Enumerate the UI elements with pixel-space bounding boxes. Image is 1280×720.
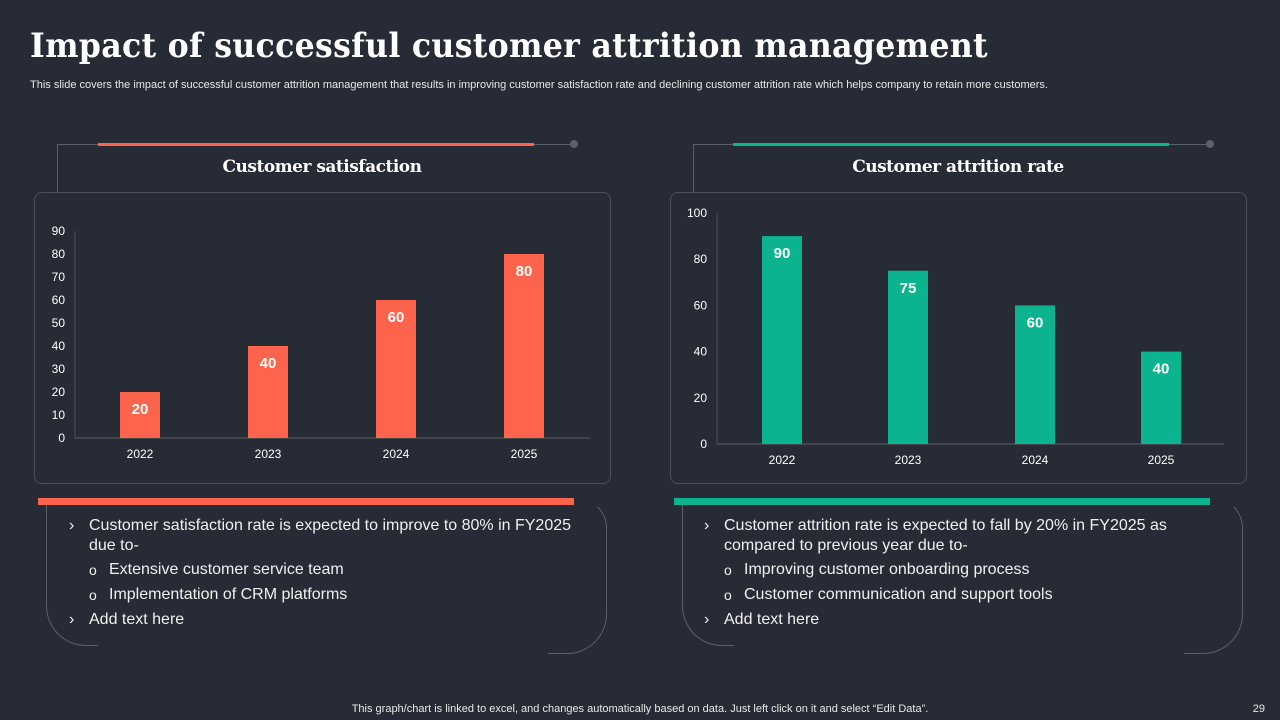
accent-bar <box>733 143 1169 146</box>
y-tick-label: 40 <box>694 345 708 359</box>
data-label: 40 <box>260 355 277 372</box>
page-subtitle: This slide covers the impact of successf… <box>30 79 1048 91</box>
chart-card <box>670 192 1247 484</box>
bar-2025 <box>504 254 544 438</box>
x-tick-label: 2023 <box>895 453 922 467</box>
data-label: 60 <box>1027 314 1044 331</box>
data-label: 75 <box>900 280 917 297</box>
accent-bar <box>674 498 1210 505</box>
y-tick-label: 10 <box>52 408 66 422</box>
bar-2022 <box>762 236 802 444</box>
attrition-chart[interactable]: 0 20 40 60 80 100 90 2022 75 2023 60 2024 40 2025 <box>640 0 1280 490</box>
y-tick-label: 100 <box>687 206 707 220</box>
y-tick-label: 80 <box>52 247 66 261</box>
data-label: 80 <box>516 263 533 280</box>
y-tick-label: 0 <box>58 431 65 445</box>
y-tick-label: 40 <box>52 339 66 353</box>
footer-note: This graph/chart is linked to excel, and… <box>351 703 929 715</box>
chart-title: Customer attrition rate <box>852 157 1064 177</box>
y-tick-label: 90 <box>52 224 66 238</box>
bar-2022 <box>120 392 160 438</box>
x-tick-label: 2022 <box>127 447 154 461</box>
accent-bar <box>98 143 534 146</box>
y-tick-label: 30 <box>52 362 66 376</box>
y-tick-label: 20 <box>694 391 708 405</box>
page-number: 29 <box>1252 703 1265 715</box>
y-tick-label: 20 <box>52 385 66 399</box>
chart-card <box>34 192 611 484</box>
bullet-item: Customer satisfaction rate is expected t… <box>69 516 589 556</box>
bar-2024 <box>376 300 416 438</box>
y-tick-label: 70 <box>52 270 66 284</box>
x-tick-label: 2024 <box>1022 453 1049 467</box>
sub-bullet: Improving customer onboarding process <box>704 560 1184 580</box>
x-tick-label: 2023 <box>255 447 282 461</box>
attrition-notes: Customer attrition rate is expected to f… <box>704 516 1184 634</box>
sub-bullet: Extensive customer service team <box>69 560 589 580</box>
y-tick-label: 50 <box>52 316 66 330</box>
bullet-item: Customer attrition rate is expected to f… <box>704 516 1184 556</box>
chart-title: Customer satisfaction <box>222 157 423 177</box>
data-label: 60 <box>388 309 405 326</box>
sub-bullet: Customer communication and support tools <box>704 585 1184 605</box>
satisfaction-notes: Customer satisfaction rate is expected t… <box>69 516 589 634</box>
y-tick-label: 80 <box>694 252 708 266</box>
data-label: 90 <box>774 245 791 262</box>
bar-2024 <box>1015 305 1055 444</box>
data-label: 40 <box>1153 361 1170 378</box>
x-tick-label: 2022 <box>769 453 796 467</box>
data-label: 20 <box>132 401 149 418</box>
accent-bar <box>38 498 574 505</box>
sub-bullet: Implementation of CRM platforms <box>69 585 589 605</box>
satisfaction-chart[interactable]: 0 10 20 30 40 50 60 70 80 90 20 2022 40 2023 60 2024 80 2… <box>0 0 640 490</box>
page-title: Impact of successful customer attrition … <box>30 26 988 66</box>
connector-dot <box>570 140 578 148</box>
connector-dot <box>1206 140 1214 148</box>
y-tick-label: 60 <box>52 293 66 307</box>
x-tick-label: 2025 <box>511 447 538 461</box>
y-tick-label: 0 <box>700 437 707 451</box>
bar-2023 <box>248 346 288 438</box>
x-tick-label: 2025 <box>1148 453 1175 467</box>
x-tick-label: 2024 <box>383 447 410 461</box>
bullet-item: Add text here <box>704 610 1184 630</box>
y-tick-label: 60 <box>694 298 708 312</box>
bar-2025 <box>1141 351 1181 444</box>
decorative-curve <box>1184 498 1243 654</box>
bullet-item: Add text here <box>69 610 589 630</box>
bar-2023 <box>888 270 928 444</box>
